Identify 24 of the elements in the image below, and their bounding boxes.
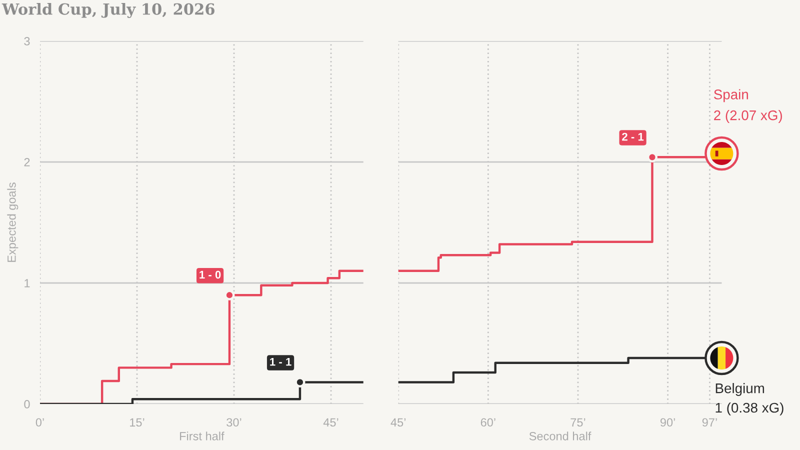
chart-title: World Cup, July 10, 2026	[2, 3, 214, 18]
x-tick-label: 45’	[323, 418, 338, 427]
y-tick-label: 2	[24, 158, 30, 166]
data-label: 1 - 1	[270, 358, 292, 366]
x-tick-label: 97’	[702, 418, 717, 427]
text: Spain	[714, 89, 748, 102]
y-axis-title: Expected goals	[7, 182, 18, 262]
data-label: 2 (2.07 xG)	[714, 110, 782, 123]
x-tick-label: 90’	[660, 418, 675, 427]
y-tick-label: 0	[24, 400, 30, 408]
x-axis-title: Second half	[529, 432, 592, 440]
x-tick-label: 45’	[390, 418, 406, 427]
data-label: 2 - 1	[622, 132, 644, 141]
series-label: Belgium	[716, 383, 764, 396]
y-tick-label: 3	[24, 37, 30, 46]
x-tick-label: 60’	[480, 418, 496, 427]
data-label: 1 (0.38 xG)	[716, 402, 784, 416]
y-tick-label: 1	[24, 279, 30, 288]
x-tick-label: 15’	[130, 418, 144, 427]
x-tick-label: 0’	[36, 418, 44, 427]
x-axis-title: First half	[180, 432, 224, 440]
data-label: 1 - 0	[200, 270, 221, 279]
x-tick-label: 75’	[570, 418, 586, 427]
x-tick-label: 30’	[226, 418, 242, 427]
